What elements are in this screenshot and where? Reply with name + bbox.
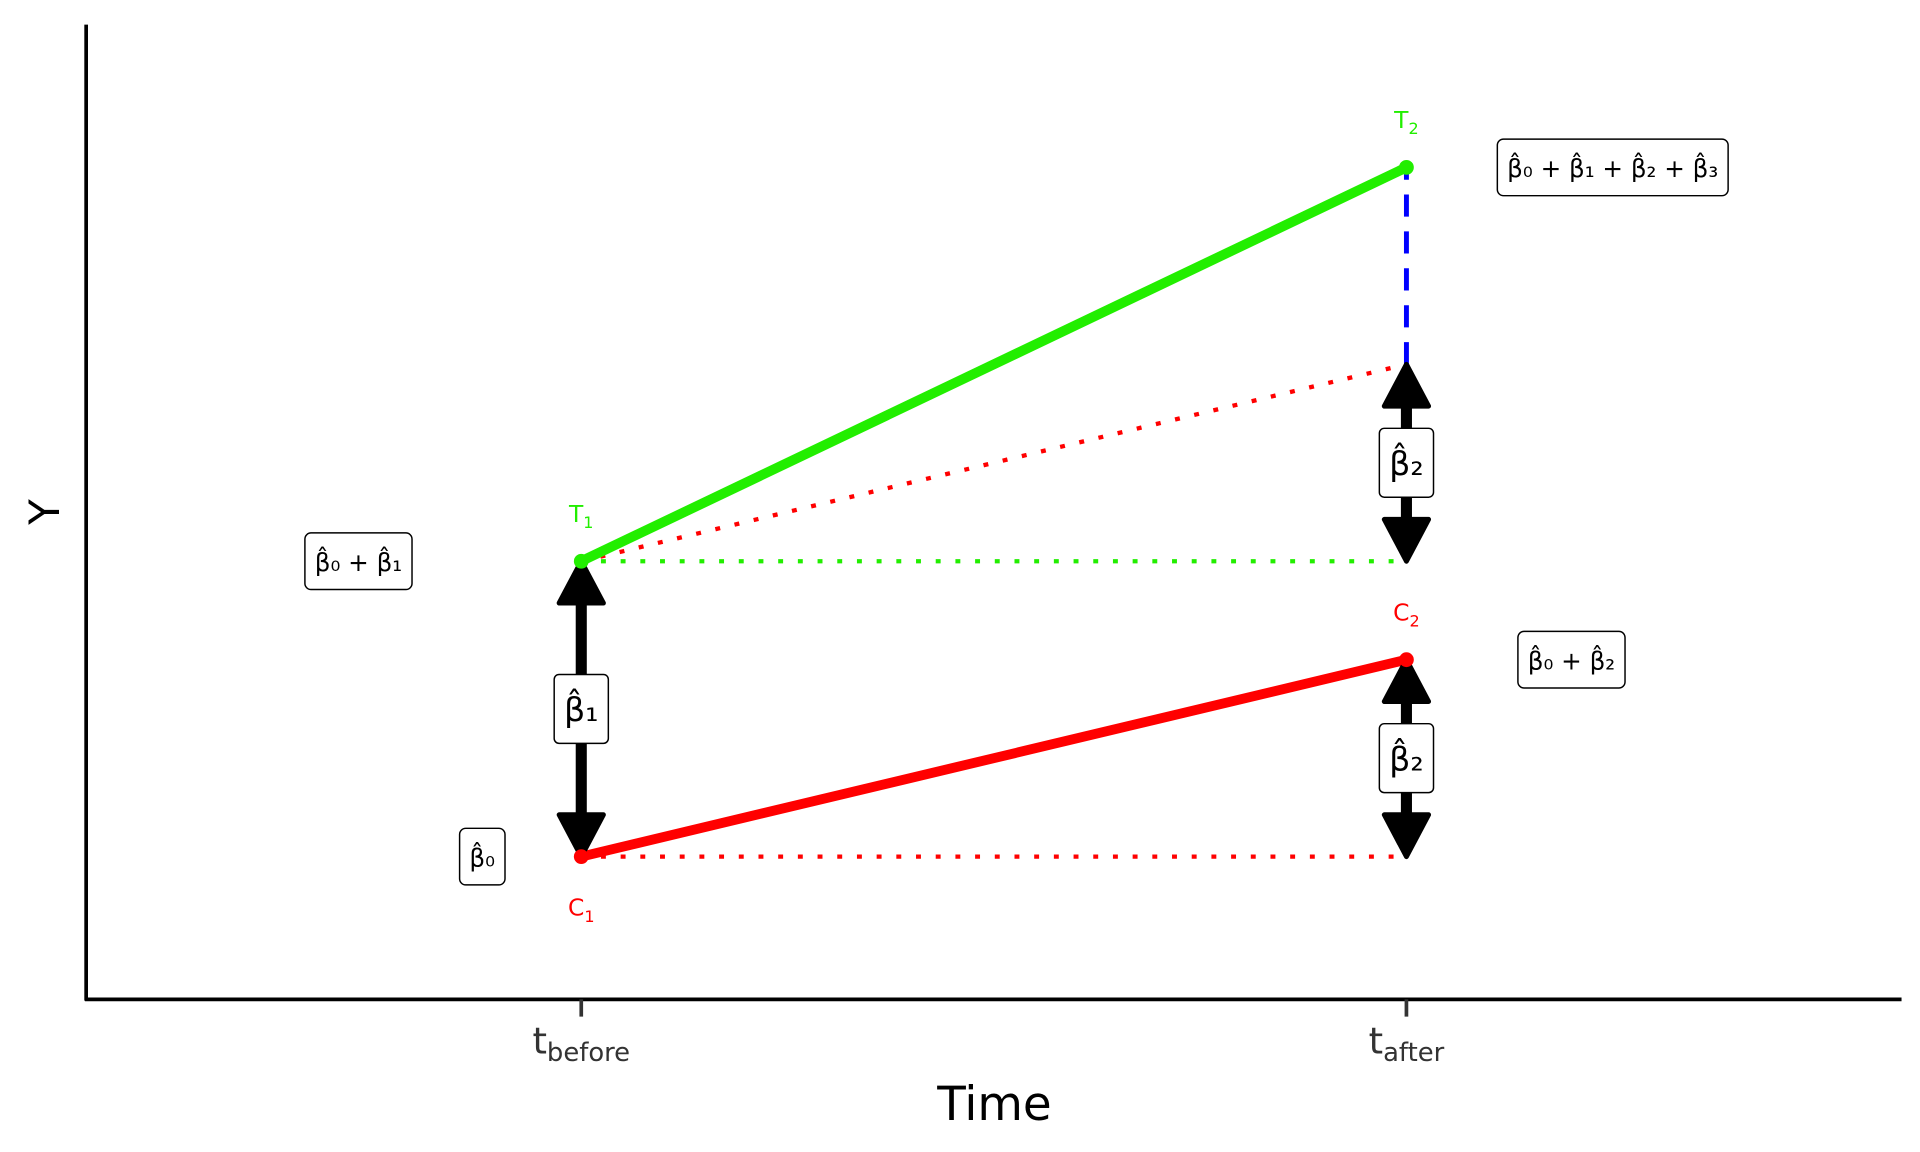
point-label-sub: 1 [583, 513, 593, 532]
arrowhead-down-icon [1381, 812, 1432, 860]
label-beta0-beta2: β̂₀ + β̂₂ [1528, 645, 1615, 675]
x-tick-sub: after [1383, 1038, 1444, 1068]
x-tick-label: tbefore [532, 1020, 630, 1068]
x-tick-base: t [532, 1020, 546, 1063]
point-label: C1 [568, 894, 595, 926]
label-beta0-beta2-box [1517, 630, 1626, 689]
point-label-base: C [1393, 598, 1409, 626]
arrowhead-down-icon [1381, 516, 1432, 564]
data-point [573, 849, 589, 864]
point-label: T1 [568, 500, 593, 532]
label-beta0-to-beta3: β̂₀ + β̂₁ + β̂₂ + β̂₃ [1507, 153, 1718, 183]
y-axis-title: Y [20, 499, 69, 526]
counterfactual-trend-line [580, 362, 1407, 564]
beta2-arrow-treatment-label-box [1378, 427, 1435, 498]
beta2-arrow-treatment-label: β̂₂ [1389, 442, 1424, 483]
arrowhead-down-icon [556, 812, 606, 860]
data-point [1399, 652, 1414, 668]
label-beta0-box [458, 827, 506, 886]
x-tick-label: tafter [1369, 1020, 1445, 1068]
x-tick-sub: before [547, 1038, 630, 1068]
label-beta0: β̂₀ [469, 842, 495, 872]
label-beta0-beta1: β̂₀ + β̂₁ [315, 547, 402, 577]
beta2-arrow-control-label-box [1378, 722, 1435, 794]
arrowhead-up-icon [556, 558, 606, 606]
point-label-base: T [1393, 106, 1409, 134]
beta1-arrow-label: β̂₁ [564, 688, 599, 729]
x-axis-title: Time [936, 1078, 1051, 1132]
arrowhead-up-icon [1381, 657, 1432, 704]
point-label-sub: 2 [1408, 119, 1418, 138]
data-point [1399, 160, 1414, 175]
point-label: C2 [1393, 598, 1420, 630]
point-label-base: C [568, 894, 584, 922]
arrowhead-up-icon [1381, 361, 1432, 409]
label-beta0-beta1-box [304, 532, 413, 591]
treatment-series-line [579, 162, 1409, 566]
label-beta0-to-beta3-box [1496, 138, 1729, 197]
point-label: T2 [1393, 106, 1418, 138]
point-label-base: T [568, 500, 584, 528]
x-tick-base: t [1369, 1020, 1383, 1063]
data-point [573, 553, 589, 569]
control-series-line [580, 654, 1408, 862]
point-label-sub: 1 [584, 907, 594, 926]
beta2-arrow-control-label: β̂₂ [1389, 737, 1424, 778]
beta1-arrow-label-box [553, 673, 610, 745]
point-label-sub: 2 [1410, 611, 1420, 630]
